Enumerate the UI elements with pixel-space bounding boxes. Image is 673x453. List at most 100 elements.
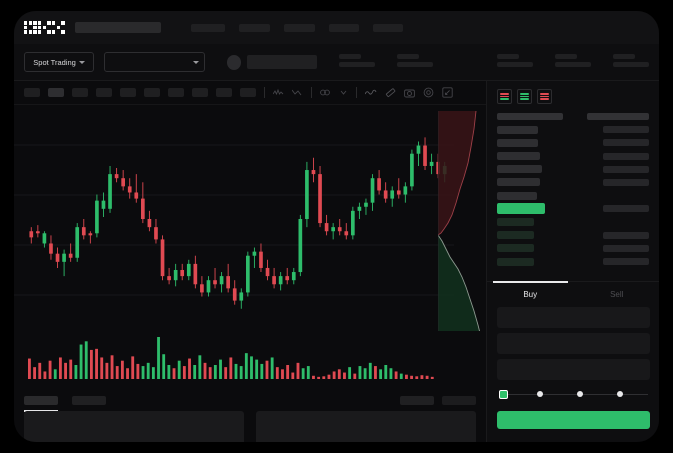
- ob-mode-bids-icon[interactable]: [517, 89, 532, 104]
- toolbar-divider: [311, 87, 312, 98]
- timeframe-button-7[interactable]: [168, 88, 184, 97]
- candlestick-chart[interactable]: [14, 105, 486, 331]
- order-price-field[interactable]: [497, 307, 650, 328]
- okx-logo-o: [24, 21, 37, 34]
- timeframe-button-1[interactable]: [24, 88, 40, 97]
- orderbook-bid-row[interactable]: [497, 218, 649, 227]
- orderbook-rows: [487, 110, 659, 266]
- orderbook-ask-row[interactable]: [497, 165, 649, 174]
- chevron-down-icon: [78, 60, 85, 64]
- orderbook-header-row: [497, 112, 649, 121]
- orderbook-bid-row[interactable]: [497, 231, 649, 240]
- search-input[interactable]: [74, 22, 161, 33]
- tab-buy[interactable]: Buy: [487, 281, 574, 307]
- ticker-stat-3: [497, 54, 533, 70]
- market-type-select[interactable]: Spot Trading: [24, 52, 95, 72]
- tab-sell-label: Sell: [610, 290, 624, 299]
- bottom-panel-left[interactable]: [24, 411, 244, 442]
- compare-icon[interactable]: [320, 88, 331, 97]
- order-percent-slider[interactable]: [499, 389, 648, 401]
- line-chart-icon[interactable]: [365, 88, 377, 97]
- okx-logo[interactable]: [24, 21, 65, 34]
- submit-order-button[interactable]: [497, 411, 650, 429]
- settings-icon[interactable]: [423, 87, 434, 98]
- nav-link-1[interactable]: [190, 23, 225, 32]
- candle-series: [29, 137, 447, 309]
- order-total-field[interactable]: [497, 359, 650, 380]
- ticker-stat-5: [613, 54, 649, 70]
- slider-stop-25[interactable]: [537, 391, 543, 397]
- indicator-icon[interactable]: [273, 88, 284, 97]
- bottom-panel-right[interactable]: [256, 411, 476, 442]
- toolbar-divider: [264, 87, 265, 98]
- orderbook-ask-row[interactable]: [497, 138, 649, 147]
- chevron-down-icon[interactable]: [339, 88, 348, 97]
- nav-link-3[interactable]: [283, 23, 315, 32]
- timeframe-button-2[interactable]: [48, 88, 64, 97]
- bottom-actions: [400, 395, 476, 405]
- bottom-tab-2[interactable]: [72, 395, 106, 405]
- chart-type-icon[interactable]: [292, 88, 303, 97]
- orderbook-view-modes: [487, 81, 659, 110]
- timeframe-button-6[interactable]: [144, 88, 160, 97]
- chart-svg: [14, 137, 454, 309]
- timeframe-button-9[interactable]: [216, 88, 232, 97]
- slider-stop-75[interactable]: [617, 391, 623, 397]
- orderbook-spread-row[interactable]: [497, 203, 649, 215]
- chevron-down-icon: [192, 60, 199, 64]
- chart-toolbar: [14, 81, 659, 105]
- ticker-stat-2: [397, 54, 433, 70]
- orderbook-bid-row[interactable]: [497, 257, 649, 266]
- slider-stop-50[interactable]: [577, 391, 583, 397]
- timeframe-button-10[interactable]: [240, 88, 256, 97]
- bottom-tab-1[interactable]: [24, 395, 58, 412]
- orderbook-bid-row[interactable]: [497, 244, 649, 253]
- ob-mode-asks-icon[interactable]: [537, 89, 552, 104]
- bottom-action-1[interactable]: [400, 395, 434, 405]
- active-tab-underline: [24, 410, 58, 412]
- order-amount-field[interactable]: [497, 333, 650, 354]
- nav-link-5[interactable]: [372, 23, 403, 32]
- ob-mode-both-icon[interactable]: [497, 89, 512, 104]
- orderbook-ask-row[interactable]: [497, 178, 649, 187]
- volume-bar-series: [28, 337, 434, 379]
- fullscreen-icon[interactable]: [442, 87, 453, 98]
- slider-track: [499, 394, 648, 396]
- ticker-bar: Spot Trading: [14, 44, 659, 81]
- chart-gridlines: [14, 144, 454, 296]
- timeframe-button-8[interactable]: [192, 88, 208, 97]
- ticker-stat-4: [555, 54, 591, 70]
- bottom-panels: [14, 411, 486, 442]
- camera-icon[interactable]: [404, 88, 415, 98]
- market-type-label: Spot Trading: [33, 57, 76, 67]
- nav-link-4[interactable]: [328, 23, 359, 32]
- pair-avatar: [226, 54, 241, 70]
- orderbook-ask-row[interactable]: [497, 152, 649, 161]
- toolbar-divider: [356, 87, 357, 98]
- top-navigation-bar: [14, 11, 659, 44]
- bottom-tab-bar: [14, 389, 486, 412]
- trade-side-tabs: Buy Sell: [487, 281, 659, 307]
- tab-buy-label: Buy: [523, 290, 538, 299]
- slider-handle[interactable]: [499, 390, 508, 399]
- volume-svg: [28, 337, 434, 379]
- orderbook-panel: Buy Sell: [486, 81, 659, 442]
- ruler-icon[interactable]: [385, 87, 396, 98]
- nav-links: [190, 23, 403, 32]
- timeframe-button-3[interactable]: [72, 88, 88, 97]
- okx-logo-x: [52, 21, 65, 34]
- volume-chart[interactable]: [14, 331, 486, 389]
- pair-last-price: [246, 55, 317, 69]
- okx-logo-k: [38, 21, 51, 34]
- tab-sell[interactable]: Sell: [574, 282, 660, 307]
- bottom-action-2[interactable]: [442, 395, 476, 405]
- app-screen: Spot Trading: [14, 11, 659, 442]
- orderbook-ask-row[interactable]: [497, 125, 649, 134]
- timeframe-button-4[interactable]: [96, 88, 112, 97]
- ticker-stat-1: [339, 54, 375, 70]
- timeframe-button-5[interactable]: [120, 88, 136, 97]
- nav-link-2[interactable]: [238, 23, 270, 32]
- orderbook-ask-row[interactable]: [497, 191, 649, 200]
- pair-select[interactable]: [104, 52, 205, 72]
